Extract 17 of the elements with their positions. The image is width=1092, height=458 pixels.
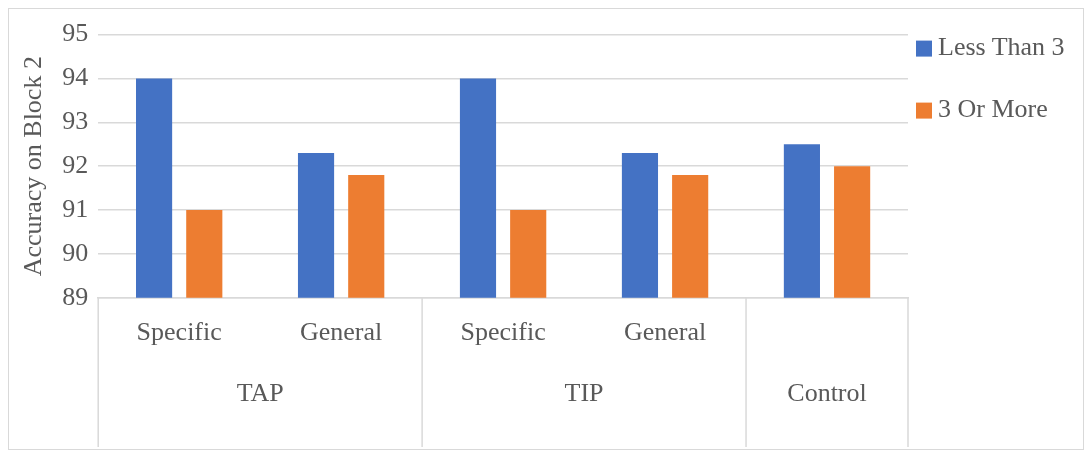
y-axis-title: Accuracy on Block 2 [18, 56, 48, 277]
x-tick-label: General [300, 317, 383, 347]
text: Control [787, 377, 867, 407]
y-tick-label: 95 [62, 18, 89, 48]
x-tick-label: Specific [136, 317, 222, 347]
y-tick-label: 93 [62, 106, 89, 136]
y-tick-label: 91 [62, 193, 89, 223]
x-tick-label: Specific [460, 317, 546, 347]
y-tick-label: 92 [62, 150, 89, 180]
y-tick-label: 94 [62, 62, 89, 92]
text: TIP [564, 377, 604, 407]
legend-label: 3 Or More [938, 94, 1048, 124]
y-tick-label: 89 [62, 281, 89, 311]
legend-label: Less Than 3 [938, 32, 1065, 62]
x-tick-label: General [623, 317, 707, 347]
y-tick-label: 90 [62, 237, 89, 267]
text: TAP [236, 377, 284, 407]
